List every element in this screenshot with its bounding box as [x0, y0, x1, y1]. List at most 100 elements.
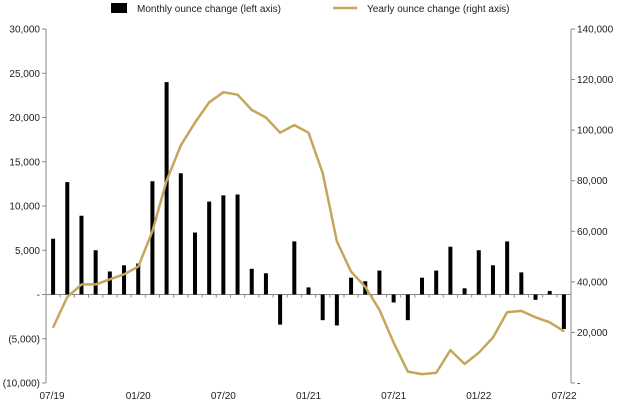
yearly-line-point: [165, 179, 168, 182]
yearly-line-point: [548, 321, 551, 324]
right-tick-label: 100,000: [577, 126, 614, 137]
yearly-line-point: [222, 91, 225, 94]
monthly-bar: [490, 265, 495, 295]
right-tick-label: 40,000: [577, 277, 608, 288]
left-tick-label: (10,000): [3, 379, 40, 390]
monthly-bar: [349, 277, 354, 295]
x-axis: 07/19 01/20 07/20 01/21 07/21 01/22 07/22: [39, 294, 577, 402]
monthly-bar: [434, 270, 439, 295]
yearly-line-point: [477, 351, 480, 354]
left-tick-label: 5,000: [15, 246, 40, 257]
yearly-line-point: [250, 109, 253, 111]
monthly-bar: [519, 272, 524, 295]
yearly-line-point: [123, 273, 125, 276]
yearly-line-point: [378, 308, 381, 311]
monthly-bar: [235, 194, 240, 295]
right-tick-label: 80,000: [577, 176, 608, 187]
legend-bar-label: Monthly ounce change (left axis): [137, 4, 281, 15]
monthly-bar: [136, 263, 141, 295]
yearly-line-point: [321, 172, 324, 174]
legend-line-label: Yearly ounce change (right axis): [367, 4, 510, 15]
left-tick-label: 30,000: [9, 25, 40, 36]
yearly-line-path: [51, 90, 565, 376]
monthly-bar: [561, 294, 566, 330]
x-tick-label: 01/20: [126, 391, 151, 402]
yearly-line-point: [279, 131, 281, 134]
right-tick-label: 140,000: [577, 25, 614, 36]
monthly-bar: [178, 173, 183, 295]
monthly-bar: [249, 268, 254, 295]
yearly-line-point: [66, 296, 69, 298]
yearly-line-point: [151, 230, 154, 233]
yearly-line-point: [364, 286, 367, 288]
yearly-line-point: [80, 283, 83, 286]
monthly-bar: [150, 181, 155, 295]
monthly-bar: [122, 265, 127, 295]
yearly-line-point: [179, 144, 182, 147]
yearly-line-point: [534, 316, 537, 319]
legend-bar-swatch: [111, 3, 127, 13]
monthly-bar: [107, 271, 112, 295]
yearly-line-point: [336, 240, 338, 243]
left-tick-label: 10,000: [9, 202, 40, 213]
monthly-bar: [93, 250, 98, 295]
monthly-bar: [263, 273, 268, 295]
x-tick-label: 07/20: [211, 391, 236, 402]
yearly-line-point: [194, 121, 196, 124]
left-tick-label: -: [37, 290, 40, 301]
legend: Monthly ounce change (left axis) Yearly …: [111, 3, 510, 15]
monthly-bar: [405, 294, 410, 321]
monthly-bar: [306, 287, 311, 295]
right-tick-label: 120,000: [577, 75, 614, 86]
left-tick-label: 20,000: [9, 113, 40, 124]
monthly-bar: [65, 182, 70, 295]
monthly-bar: [320, 294, 325, 321]
right-tick-label: 60,000: [577, 227, 608, 238]
yearly-line-point: [506, 311, 508, 314]
x-tick-label: 01/21: [296, 391, 321, 402]
yearly-line-point: [463, 363, 466, 365]
yearly-line-point: [407, 370, 409, 373]
yearly-line: [51, 90, 565, 376]
x-tick-label: 07/22: [551, 391, 576, 402]
yearly-line-point: [293, 124, 296, 126]
yearly-line-point: [208, 101, 210, 104]
yearly-line-point: [109, 278, 111, 281]
yearly-line-point: [449, 349, 452, 351]
left-tick-label: (5,000): [8, 334, 40, 345]
monthly-bar: [505, 241, 510, 295]
monthly-bar: [462, 288, 467, 295]
monthly-bar: [420, 277, 425, 295]
x-tick-label: 07/19: [39, 391, 64, 402]
yearly-line-point: [307, 131, 310, 134]
monthly-bar: [207, 201, 212, 295]
monthly-bar: [391, 294, 396, 303]
yearly-line-point: [520, 310, 523, 312]
right-tick-label: 20,000: [577, 328, 608, 339]
monthly-bar: [533, 294, 538, 300]
yearly-line-point: [265, 116, 267, 119]
monthly-bar: [547, 290, 552, 295]
yearly-line-point: [492, 336, 494, 339]
monthly-bar: [164, 82, 169, 295]
left-tick-label: 25,000: [9, 69, 40, 80]
monthly-bars: [51, 82, 566, 330]
yearly-line-point: [94, 283, 97, 286]
right-tick-label: -: [577, 379, 580, 390]
monthly-bar: [334, 294, 339, 326]
yearly-line-point: [350, 270, 352, 273]
monthly-bar: [79, 215, 84, 295]
yearly-line-point: [392, 341, 395, 344]
right-axis: 140,000 120,000 100,000 80,000 60,000 40,000 2…: [570, 25, 614, 390]
left-axis: 30,000 25,000 20,000 15,000 10,000 5,000 - (5,0…: [3, 25, 47, 390]
left-tick-label: 15,000: [9, 157, 40, 168]
monthly-bar: [292, 241, 297, 295]
x-tick-label: 01/22: [466, 391, 491, 402]
monthly-bar: [476, 250, 481, 295]
monthly-bar: [51, 238, 56, 295]
monthly-bar: [377, 270, 382, 295]
yearly-line-point: [52, 326, 54, 329]
monthly-bar: [221, 195, 226, 295]
yearly-line-point: [435, 372, 438, 374]
